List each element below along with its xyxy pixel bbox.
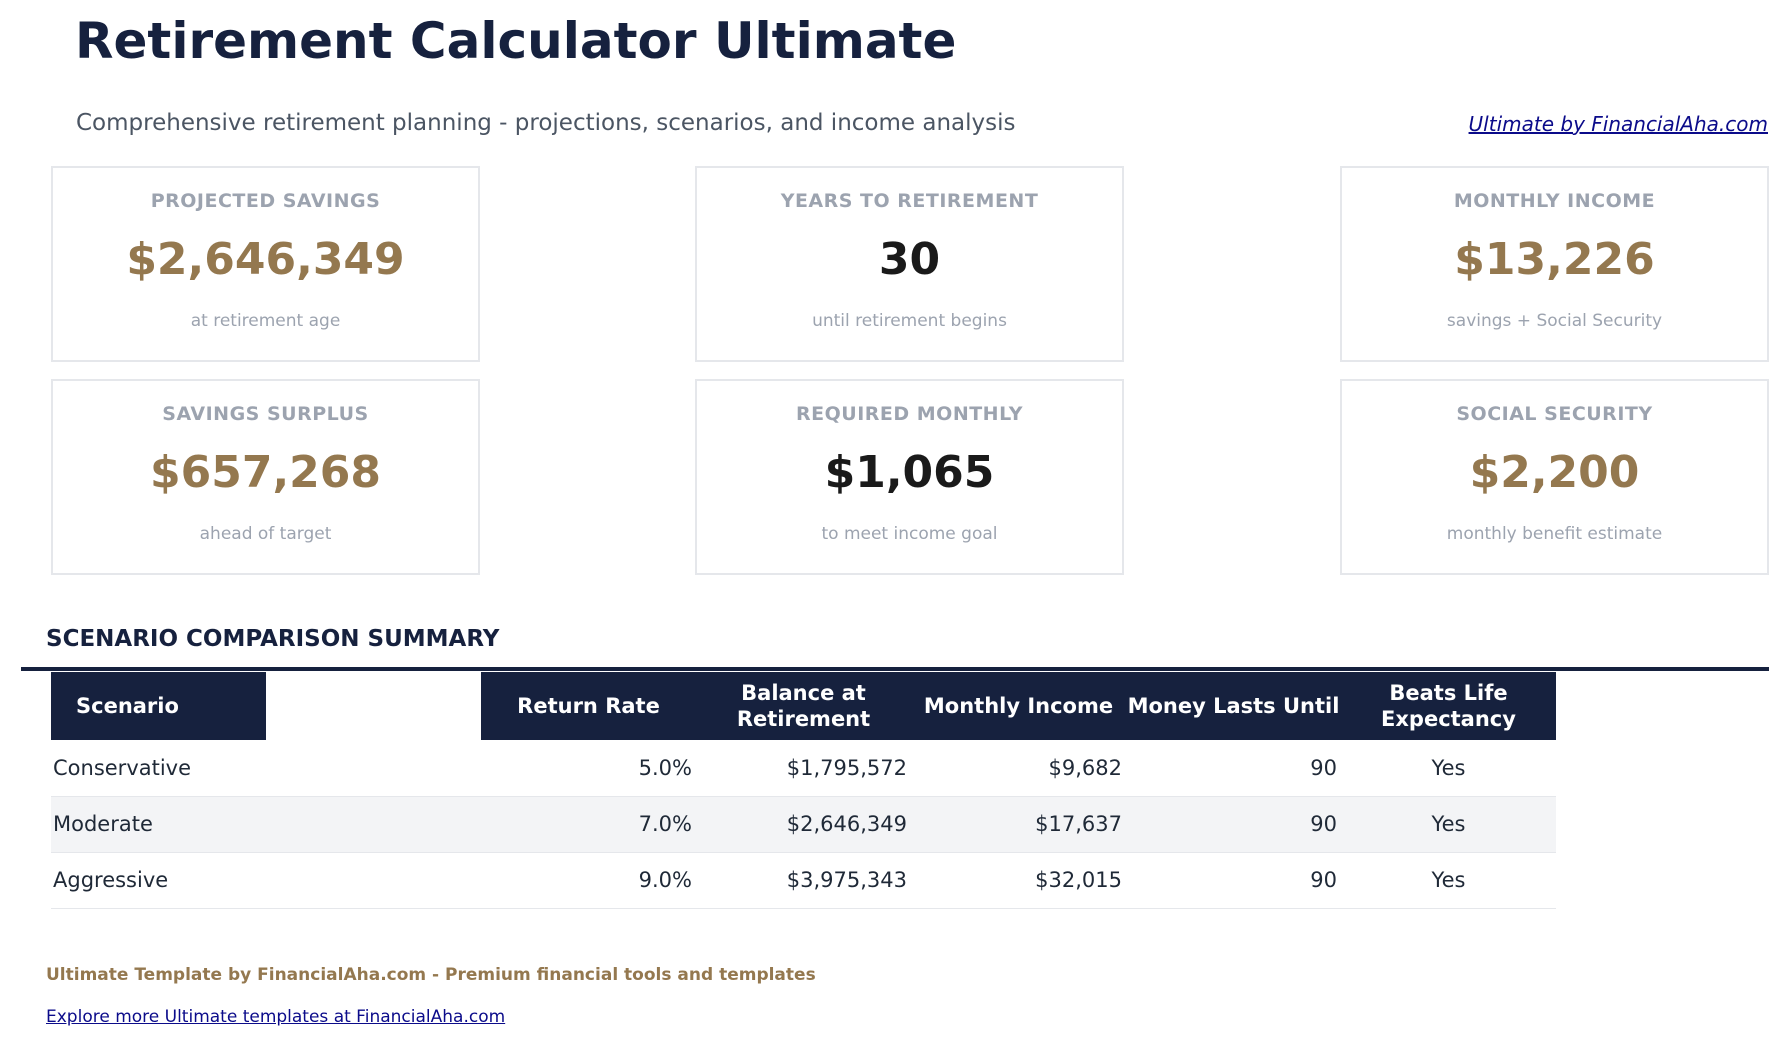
card-value: 30 <box>878 234 941 285</box>
page-title: Retirement Calculator Ultimate <box>75 12 957 70</box>
card-label: MONTHLY INCOME <box>1453 190 1656 212</box>
col-header: Money Lasts Until <box>1126 672 1341 740</box>
table-cell: $3,975,343 <box>696 852 911 909</box>
col-header: Beats Life Expectancy <box>1341 672 1556 740</box>
table-row: Aggressive 9.0% $3,975,343 $32,015 90 Yes <box>51 852 1556 909</box>
card-value: $2,200 <box>1469 447 1640 498</box>
table-header-row: Scenario Return Rate Balance at Retireme… <box>51 672 1556 740</box>
col-header: Scenario <box>51 672 266 740</box>
card-sub: at retirement age <box>190 311 341 331</box>
card-value: $657,268 <box>149 447 382 498</box>
page-subtitle: Comprehensive retirement planning - proj… <box>76 110 1016 136</box>
table-cell: $9,682 <box>911 740 1126 797</box>
section-divider <box>21 667 1769 671</box>
table-cell: Conservative <box>51 740 266 797</box>
card-sub: monthly benefit estimate <box>1446 524 1663 544</box>
col-header: Return Rate <box>481 672 696 740</box>
card-value: $2,646,349 <box>126 234 405 285</box>
table-cell: 9.0% <box>481 852 696 909</box>
card-monthly-income: MONTHLY INCOME $13,226 savings + Social … <box>1340 166 1769 362</box>
card-years-to-retirement: YEARS TO RETIREMENT 30 until retirement … <box>695 166 1124 362</box>
table-cell: 5.0% <box>481 740 696 797</box>
table-cell: $17,637 <box>911 796 1126 853</box>
card-value: $1,065 <box>824 447 995 498</box>
table-cell: Yes <box>1341 740 1556 797</box>
table-cell: Yes <box>1341 852 1556 909</box>
card-value: $13,226 <box>1454 234 1655 285</box>
footer-tagline: Ultimate Template by FinancialAha.com - … <box>46 965 816 985</box>
card-label: PROJECTED SAVINGS <box>150 190 381 212</box>
card-projected-savings: PROJECTED SAVINGS $2,646,349 at retireme… <box>51 166 480 362</box>
brand-link[interactable]: Ultimate by FinancialAha.com <box>1468 112 1768 136</box>
card-sub: to meet income goal <box>821 524 998 544</box>
card-label: SAVINGS SURPLUS <box>162 403 369 425</box>
table-cell <box>266 796 481 853</box>
col-header: Balance at Retirement <box>696 672 911 740</box>
card-label: REQUIRED MONTHLY <box>796 403 1023 425</box>
table-row: Moderate 7.0% $2,646,349 $17,637 90 Yes <box>51 796 1556 853</box>
table-cell <box>266 852 481 909</box>
card-label: YEARS TO RETIREMENT <box>780 190 1039 212</box>
card-required-monthly: REQUIRED MONTHLY $1,065 to meet income g… <box>695 379 1124 575</box>
card-sub: savings + Social Security <box>1446 311 1663 331</box>
col-header: Monthly Income <box>911 672 1126 740</box>
col-header-empty <box>266 672 481 740</box>
card-label: SOCIAL SECURITY <box>1456 403 1653 425</box>
table-cell: 90 <box>1126 796 1341 853</box>
card-savings-surplus: SAVINGS SURPLUS $657,268 ahead of target <box>51 379 480 575</box>
card-social-security: SOCIAL SECURITY $2,200 monthly benefit e… <box>1340 379 1769 575</box>
table-cell: $2,646,349 <box>696 796 911 853</box>
footer-link[interactable]: Explore more Ultimate templates at Finan… <box>46 1007 506 1027</box>
card-sub: until retirement begins <box>812 311 1007 331</box>
table-cell: Aggressive <box>51 852 266 909</box>
table-cell: 90 <box>1126 852 1341 909</box>
table-cell <box>266 740 481 797</box>
table-cell: Moderate <box>51 796 266 853</box>
table-cell: $1,795,572 <box>696 740 911 797</box>
table-cell: 7.0% <box>481 796 696 853</box>
table-cell: 90 <box>1126 740 1341 797</box>
section-title: SCENARIO COMPARISON SUMMARY <box>46 626 500 652</box>
table-cell: Yes <box>1341 796 1556 853</box>
table-cell: $32,015 <box>911 852 1126 909</box>
card-sub: ahead of target <box>199 524 332 544</box>
scenario-table: Scenario Return Rate Balance at Retireme… <box>51 672 1556 909</box>
table-row: Conservative 5.0% $1,795,572 $9,682 90 Yes <box>51 740 1556 797</box>
